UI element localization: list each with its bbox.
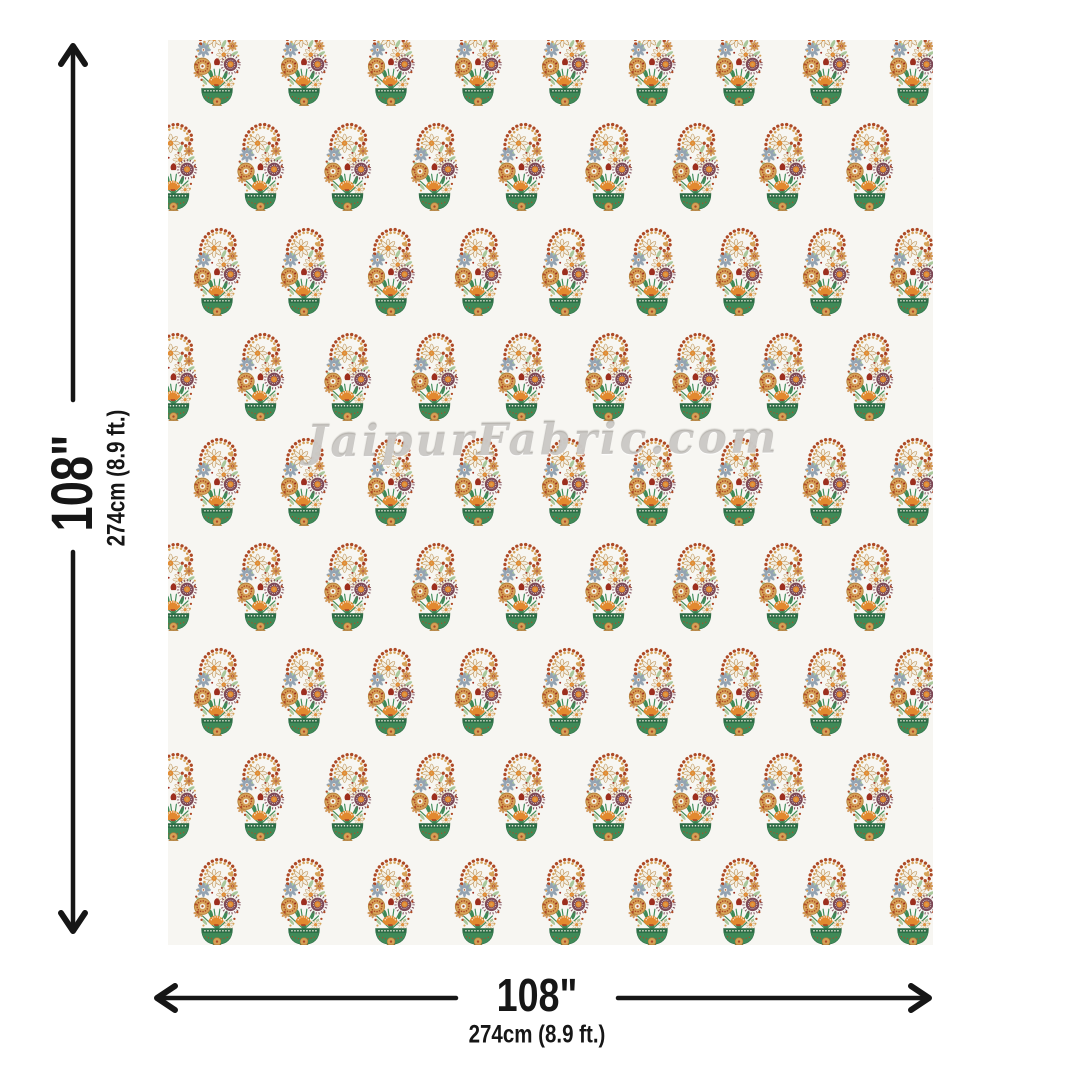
arrowhead-down-icon bbox=[58, 910, 88, 934]
width-inches-label: 108" bbox=[496, 969, 578, 1021]
paisley-pattern-graphic bbox=[168, 40, 933, 945]
width-metric-label: 274cm (8.9 ft.) bbox=[468, 1020, 606, 1049]
arrowhead-left-icon bbox=[154, 983, 178, 1013]
fabric-swatch bbox=[168, 40, 933, 945]
height-inches-label: 108" bbox=[40, 434, 105, 532]
height-metric-label: 274cm (8.9 ft.) bbox=[102, 409, 131, 547]
paisley-motif-repeat bbox=[168, 40, 933, 945]
arrowhead-right-icon bbox=[908, 983, 932, 1013]
arrowhead-up-icon bbox=[58, 43, 88, 67]
